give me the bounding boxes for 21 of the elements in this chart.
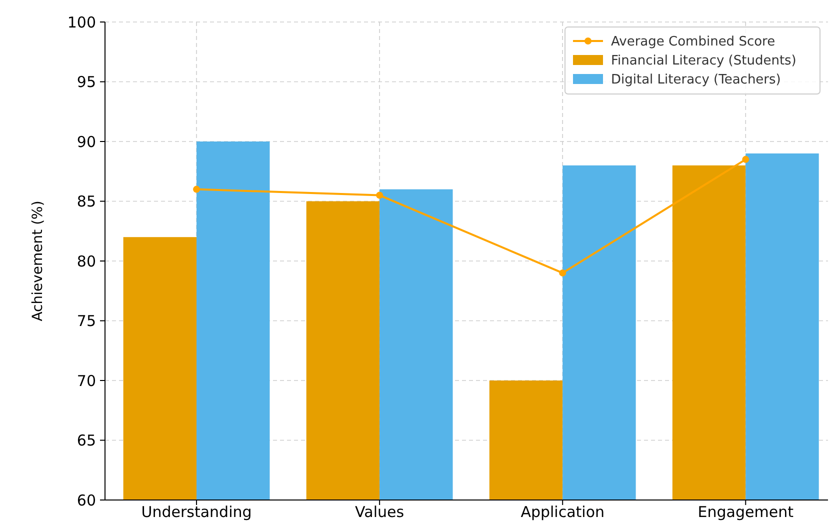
y-tick-label: 90	[76, 132, 96, 151]
y-tick-label: 70	[76, 372, 96, 390]
y-tick-label: 75	[76, 312, 96, 330]
y-tick-label: 65	[76, 432, 96, 450]
point	[376, 192, 384, 199]
x-tick-label: Understanding	[141, 503, 252, 521]
legend-label: Financial Literacy (Students)	[611, 54, 796, 69]
point	[559, 269, 566, 276]
y-tick-label: 100	[67, 13, 96, 32]
y-tick-label: 95	[76, 73, 96, 91]
y-axis-title: Achievement (%)	[30, 200, 46, 322]
x-tick-label: Application	[520, 503, 604, 521]
y-tick-label: 60	[76, 491, 96, 510]
x-tick-label: Values	[355, 503, 404, 521]
point	[742, 156, 750, 163]
y-tick-label: 85	[76, 192, 96, 210]
y-tick-label: 80	[76, 252, 96, 270]
point	[193, 186, 200, 193]
legend-label: Digital Literacy (Teachers)	[611, 72, 781, 88]
x-tick-label: Engagement	[698, 503, 794, 521]
legend-label: Average Combined Score	[611, 34, 776, 50]
